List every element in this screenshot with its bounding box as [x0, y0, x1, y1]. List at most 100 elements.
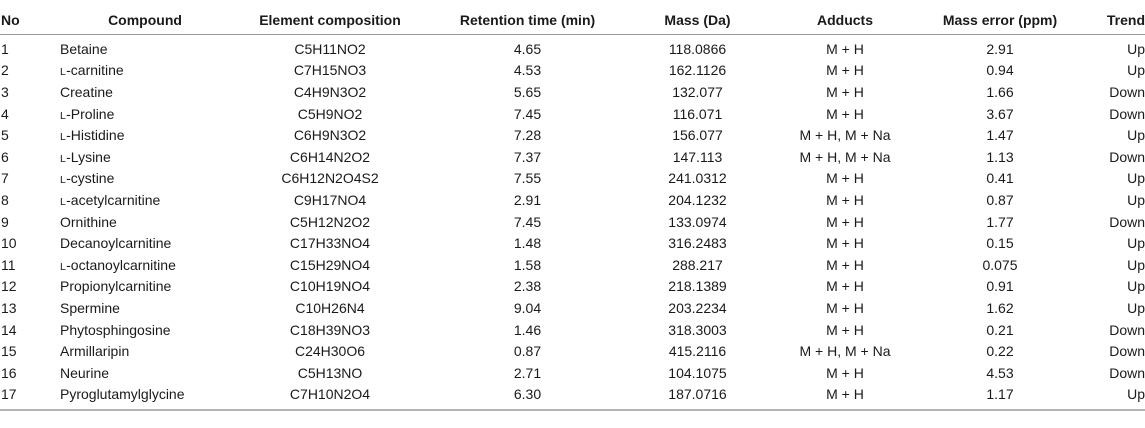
cell-no: 11 — [1, 256, 16, 273]
cell-retention-time: 2.38 — [513, 278, 542, 295]
cell-mass: 156.077 — [672, 127, 723, 144]
cell-composition: C6H14N2O2 — [289, 148, 371, 165]
cell-retention-time: 7.37 — [513, 148, 542, 165]
cell-mass-error: 1.13 — [986, 148, 1014, 165]
cell-trend: Down — [1109, 364, 1145, 381]
cell-mass-error: 3.67 — [986, 105, 1014, 122]
cell-no: 5 — [1, 127, 9, 144]
compound-name: -Lysine — [66, 148, 111, 165]
cell-adducts: M + H — [826, 83, 864, 100]
compound-table: No Compound Element composition Retentio… — [0, 5, 1145, 411]
cell-mass-error: 0.075 — [982, 256, 1018, 273]
cell-mass-error: 0.41 — [986, 170, 1014, 187]
cell-retention-time: 7.55 — [513, 170, 542, 187]
cell-no: 4 — [1, 105, 9, 122]
cell-mass: 288.217 — [672, 256, 723, 273]
cell-compound: Creatine — [60, 81, 230, 103]
table-row: 1 Betaine C5H11NO2 4.65 118.0866 M + H 2.91 Up — [0, 35, 1145, 60]
cell-no: 15 — [1, 343, 17, 360]
cell-trend: Down — [1109, 343, 1145, 360]
cell-trend: Down — [1109, 148, 1145, 165]
compound-name: Spermine — [60, 299, 120, 316]
cell-retention-time: 2.91 — [513, 191, 542, 208]
compound-name: Decanoylcarnitine — [60, 235, 172, 252]
cell-compound: L-octanoylcarnitine — [60, 254, 230, 276]
table-row: 9 Ornithine C5H12N2O2 7.45 133.0974 M + H 1.77… — [0, 211, 1145, 233]
cell-compound: Pyroglutamylglycine — [60, 384, 230, 411]
compound-prefix: L — [60, 174, 67, 187]
compound-name: -acetylcarnitine — [66, 191, 161, 208]
cell-trend: Up — [1127, 256, 1145, 273]
cell-no: 17 — [1, 386, 17, 403]
cell-composition: C15H29NO4 — [289, 256, 371, 273]
compound-name: Pyroglutamylglycine — [60, 386, 185, 403]
table-row: 4 L-Proline C5H9NO2 7.45 116.071 M + H 3.67 Dow… — [0, 103, 1145, 125]
cell-retention-time: 5.65 — [513, 83, 542, 100]
cell-mass-error: 1.47 — [986, 127, 1014, 144]
table-row: 7 L-cystine C6H12N2O4S2 7.55 241.0312 M + H 0.… — [0, 168, 1145, 190]
cell-adducts: M + H — [826, 213, 864, 230]
cell-compound: L-Proline — [60, 103, 230, 125]
cell-adducts: M + H, M + Na — [799, 127, 891, 144]
table-row: 14 Phytosphingosine C18H39NO3 1.46 318.3003 M… — [0, 319, 1145, 341]
cell-mass-error: 1.17 — [986, 386, 1014, 403]
cell-compound: Decanoylcarnitine — [60, 232, 230, 254]
cell-mass-error: 4.53 — [986, 364, 1014, 381]
cell-retention-time: 1.58 — [513, 256, 542, 273]
header-compound: Compound — [108, 11, 182, 28]
cell-composition: C9H17NO4 — [293, 191, 367, 208]
table-row: 8 L-acetylcarnitine C9H17NO4 2.91 204.1232 M … — [0, 189, 1145, 211]
compound-name: Armillaripin — [60, 343, 130, 360]
cell-mass: 118.0866 — [668, 40, 727, 57]
cell-retention-time: 2.71 — [513, 364, 542, 381]
cell-trend: Up — [1127, 127, 1145, 144]
header-composition: Element composition — [259, 11, 401, 28]
cell-compound: Propionylcarnitine — [60, 276, 230, 298]
compound-prefix: L — [60, 260, 67, 273]
compound-name: -octanoylcarnitine — [66, 256, 176, 273]
compound-prefix: L — [60, 66, 67, 79]
table-row: 10 Decanoylcarnitine C17H33NO4 1.48 316.2483… — [0, 232, 1145, 254]
compound-prefix: L — [60, 195, 67, 208]
cell-compound: Ornithine — [60, 211, 230, 233]
cell-compound: Armillaripin — [60, 340, 230, 362]
cell-mass: 218.1389 — [668, 278, 727, 295]
compound-name: Propionylcarnitine — [60, 278, 172, 295]
cell-composition: C6H9N3O2 — [293, 127, 367, 144]
cell-retention-time: 9.04 — [513, 299, 542, 316]
cell-composition: C10H26N4 — [295, 299, 365, 316]
cell-no: 16 — [1, 364, 17, 381]
compound-prefix: L — [60, 109, 67, 122]
cell-trend: Down — [1109, 213, 1145, 230]
cell-adducts: M + H — [826, 386, 864, 403]
cell-mass: 116.071 — [672, 105, 723, 122]
cell-composition: C17H33NO4 — [289, 235, 371, 252]
cell-mass: 147.113 — [672, 148, 723, 165]
header-trend: Trend — [1106, 11, 1145, 28]
compound-name: Phytosphingosine — [60, 321, 171, 338]
cell-composition: C18H39NO3 — [289, 321, 371, 338]
cell-composition: C7H10N2O4 — [289, 386, 371, 403]
table-row: 2 L-carnitine C7H15NO3 4.53 162.1126 M + H 0.9… — [0, 60, 1145, 82]
cell-no: 12 — [1, 278, 17, 295]
cell-mass-error: 0.94 — [986, 62, 1014, 79]
header-row: No Compound Element composition Retentio… — [0, 5, 1145, 35]
cell-no: 10 — [1, 235, 17, 252]
compound-name: Creatine — [60, 83, 113, 100]
cell-mass-error: 1.62 — [986, 299, 1014, 316]
cell-retention-time: 7.45 — [513, 105, 542, 122]
cell-trend: Up — [1127, 278, 1145, 295]
compound-name: -carnitine — [66, 62, 124, 79]
cell-composition: C6H12N2O4S2 — [281, 170, 379, 187]
header-retention-time: Retention time (min) — [459, 11, 596, 28]
table-row: 11 L-octanoylcarnitine C15H29NO4 1.58 288.21… — [0, 254, 1145, 276]
cell-mass-error: 1.77 — [986, 213, 1014, 230]
table-row: 16 Neurine C5H13NO 2.71 104.1075 M + H 4.53 Dow… — [0, 362, 1145, 384]
cell-adducts: M + H — [826, 40, 864, 57]
cell-mass-error: 0.91 — [986, 278, 1014, 295]
compound-name: -Proline — [66, 105, 115, 122]
cell-mass: 104.1075 — [668, 364, 727, 381]
cell-trend: Up — [1127, 235, 1145, 252]
cell-composition: C7H15NO3 — [293, 62, 367, 79]
compound-prefix: L — [60, 152, 67, 165]
